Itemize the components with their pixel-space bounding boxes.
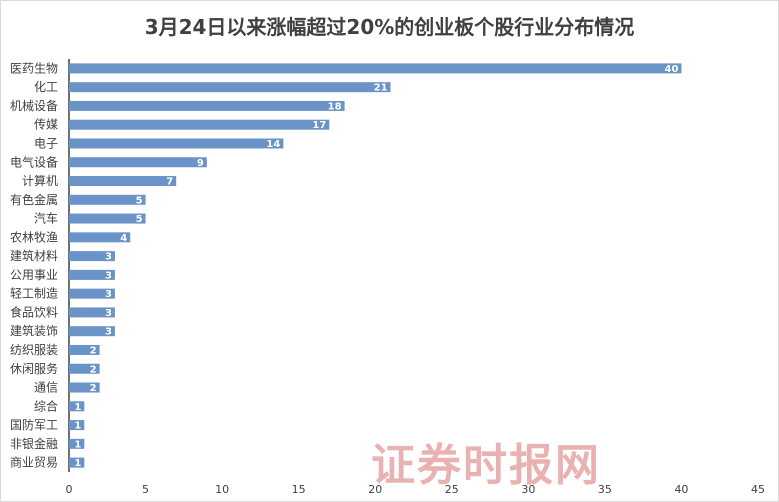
data-label: 1 <box>74 402 81 413</box>
data-label: 1 <box>74 439 81 450</box>
category-label: 汽车 <box>34 211 58 226</box>
x-tick-label: 5 <box>142 483 149 496</box>
bar <box>69 438 85 449</box>
bar <box>69 138 284 149</box>
data-label: 5 <box>136 214 143 225</box>
category-label: 国防军工 <box>10 417 58 432</box>
bar <box>69 157 207 168</box>
bar <box>69 176 177 187</box>
chart-title: 3月24日以来涨幅超过20%的创业板个股行业分布情况 <box>144 15 635 39</box>
bar <box>69 82 391 93</box>
bar <box>69 344 100 355</box>
bar <box>69 63 682 74</box>
data-label: 21 <box>374 83 388 94</box>
x-tick-label: 35 <box>598 483 612 496</box>
x-tick-label: 10 <box>215 483 229 496</box>
category-label: 传媒 <box>34 117 58 132</box>
data-label: 14 <box>266 139 280 150</box>
bar <box>69 232 131 243</box>
category-label: 非银金融 <box>10 436 58 451</box>
data-label: 3 <box>105 327 112 338</box>
data-label: 2 <box>90 345 97 356</box>
category-label: 商业贸易 <box>10 455 58 470</box>
data-label: 3 <box>105 252 112 263</box>
x-tick-label: 40 <box>674 483 688 496</box>
bar <box>69 269 115 280</box>
category-label: 计算机 <box>22 173 58 188</box>
data-label: 3 <box>105 289 112 300</box>
category-label: 休闲服务 <box>10 361 58 376</box>
bar <box>69 251 115 262</box>
category-label: 纺织服装 <box>10 343 58 357</box>
category-label: 轻工制造 <box>10 287 58 301</box>
bar <box>69 420 85 431</box>
data-label: 3 <box>105 270 112 281</box>
watermark: 证券时报网 <box>371 440 601 491</box>
x-tick-label: 25 <box>445 483 459 496</box>
category-label: 电气设备 <box>10 154 58 169</box>
data-label: 4 <box>120 233 127 244</box>
bar <box>69 194 146 205</box>
category-label: 医药生物 <box>10 61 58 75</box>
bar <box>69 119 330 130</box>
x-tick-label: 45 <box>751 483 765 496</box>
data-label: 2 <box>90 383 97 394</box>
x-tick-label: 15 <box>292 483 306 496</box>
x-tick-label: 20 <box>368 483 382 496</box>
data-label: 1 <box>74 458 81 469</box>
bar <box>69 100 345 111</box>
data-label: 7 <box>166 177 173 188</box>
bar <box>69 213 146 224</box>
bar <box>69 288 115 299</box>
category-label: 机械设备 <box>10 98 58 113</box>
data-label: 40 <box>665 64 679 75</box>
x-tick-label: 0 <box>66 483 73 496</box>
category-label: 建筑材料 <box>10 248 58 263</box>
data-label: 9 <box>197 158 204 169</box>
bar <box>69 307 115 318</box>
data-label: 17 <box>312 120 326 131</box>
data-label: 2 <box>90 364 97 375</box>
category-label: 综合 <box>34 398 58 413</box>
data-label: 18 <box>328 101 342 112</box>
category-label: 农林牧渔 <box>10 230 58 244</box>
category-label: 通信 <box>34 381 58 395</box>
category-label: 建筑装饰 <box>10 323 58 338</box>
bar <box>69 326 115 337</box>
x-tick-label: 30 <box>521 483 535 496</box>
bar <box>69 457 85 468</box>
bar <box>69 401 85 412</box>
category-label: 有色金属 <box>10 192 58 207</box>
data-label: 3 <box>105 308 112 319</box>
bar <box>69 363 100 374</box>
bar <box>69 382 100 393</box>
category-label: 食品饮料 <box>10 304 58 319</box>
data-label: 1 <box>74 421 81 432</box>
category-label: 公用事业 <box>10 268 58 282</box>
category-label: 化工 <box>34 80 58 94</box>
data-label: 5 <box>136 195 143 206</box>
category-label: 电子 <box>34 136 58 150</box>
